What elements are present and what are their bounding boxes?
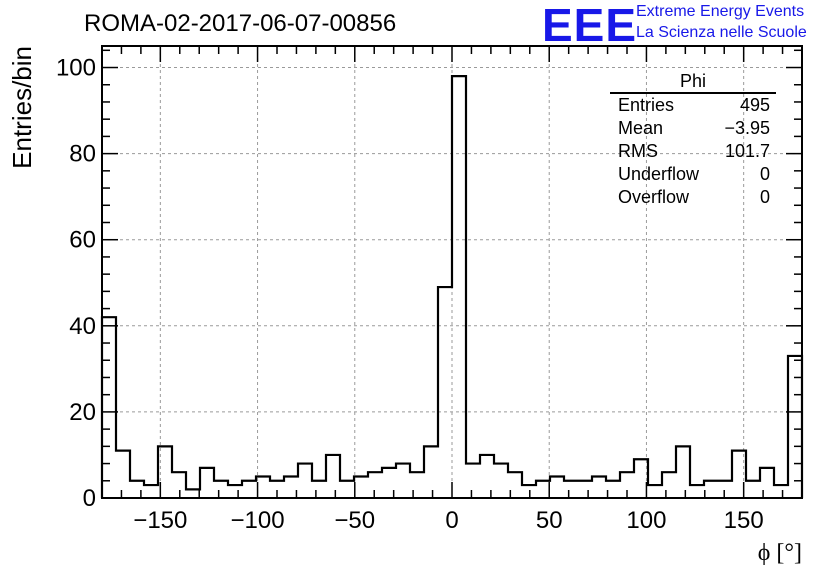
histogram-bin <box>662 472 676 498</box>
histogram-bin <box>690 485 704 498</box>
histogram-bin <box>550 476 564 498</box>
x-tick-label: 150 <box>724 507 764 534</box>
histogram-bin <box>410 472 424 498</box>
x-tick-label: 0 <box>445 507 458 534</box>
histogram-bin <box>718 481 732 498</box>
histogram-bin <box>536 481 550 498</box>
histogram-bin <box>396 464 410 498</box>
stats-box: Phi Entries 495 Mean −3.95 RMS 101.7 Und… <box>610 70 776 209</box>
eee-logo: EEE <box>542 0 638 51</box>
histogram-bin <box>760 468 774 498</box>
y-tick-label: 20 <box>69 399 96 426</box>
logo-line-1: Extreme Energy Events <box>636 3 805 20</box>
logo-line-2: La Scienza nelle Scuole <box>636 24 807 41</box>
x-tick-label: −100 <box>231 507 285 534</box>
histogram-bin <box>228 485 242 498</box>
stats-row-rms: RMS 101.7 <box>610 140 776 163</box>
y-tick-label: 100 <box>56 55 96 82</box>
histogram-bin <box>144 485 158 498</box>
stats-value: 101.7 <box>724 141 770 161</box>
histogram-bin <box>522 485 536 498</box>
histogram-bin <box>480 455 494 498</box>
histogram-bin <box>312 481 326 498</box>
histogram-bin <box>200 468 214 498</box>
stats-value: 495 <box>739 95 770 115</box>
stats-value: −3.95 <box>724 118 770 138</box>
histogram-bin <box>746 481 760 498</box>
stats-label: Overflow <box>618 187 690 207</box>
histogram-line <box>100 75 804 498</box>
stats-title: Phi <box>610 70 776 94</box>
histogram-bin <box>102 317 116 498</box>
chart-title: ROMA-02-2017-06-07-00856 <box>84 10 397 37</box>
histogram-bin <box>354 476 368 498</box>
x-tick-label: −50 <box>334 507 375 534</box>
stats-row-underflow: Underflow 0 <box>610 163 776 186</box>
x-tick-label: 50 <box>536 507 563 534</box>
y-tick-label: 0 <box>83 485 96 512</box>
histogram-bin <box>676 446 690 498</box>
histogram-bin <box>452 76 466 498</box>
histogram-bin <box>242 481 256 498</box>
histogram-bin <box>186 489 200 498</box>
histogram-bin <box>578 481 592 498</box>
x-axis-label: ϕ [°] <box>758 540 802 566</box>
stats-row-mean: Mean −3.95 <box>610 117 776 140</box>
histogram-bin <box>298 464 312 498</box>
x-tick-label: −150 <box>133 507 187 534</box>
histogram-bin <box>214 481 228 498</box>
stats-value: 0 <box>759 187 770 207</box>
histogram-bin <box>438 287 452 498</box>
histogram-bin <box>424 446 438 498</box>
stats-row-overflow: Overflow 0 <box>610 186 776 209</box>
y-axis-label: Entries/bin <box>7 46 37 169</box>
stats-value: 0 <box>759 164 770 184</box>
x-tick-label: 100 <box>626 507 666 534</box>
y-tick-label: 80 <box>69 141 96 168</box>
histogram-bin <box>648 485 662 498</box>
histogram-bin <box>704 481 718 498</box>
histogram-bin <box>368 472 382 498</box>
stats-label: RMS <box>618 141 658 161</box>
stats-label: Underflow <box>618 164 700 184</box>
y-tick-label: 40 <box>69 313 96 340</box>
histogram-bin <box>130 481 144 498</box>
stats-row-entries: Entries 495 <box>610 94 776 117</box>
histogram-bin <box>172 472 186 498</box>
histogram-bin <box>340 481 354 498</box>
histogram-bin <box>116 451 130 498</box>
histogram-bin <box>326 455 340 498</box>
histogram-bin <box>466 464 480 498</box>
histogram-bin <box>494 464 508 498</box>
histogram-bin <box>564 481 578 498</box>
y-tick-label: 60 <box>69 227 96 254</box>
histogram-bin <box>592 476 606 498</box>
histogram-bin <box>774 485 788 498</box>
stats-label: Mean <box>618 118 664 138</box>
stats-label: Entries <box>618 95 675 115</box>
